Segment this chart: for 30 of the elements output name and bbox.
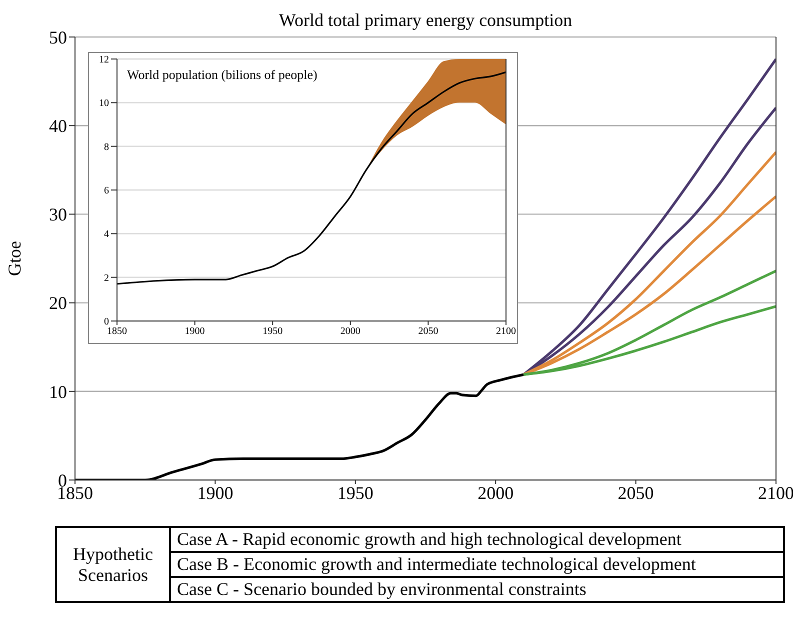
x-tick-label: 2100 [496,326,516,338]
x-tick-label: 1950 [337,482,374,503]
y-tick-label: 10 [49,382,67,402]
y-tick-label: 0 [104,316,109,328]
y-tick-label: 4 [104,229,109,240]
y-tick-label: 10 [99,98,109,110]
y-tick-label: 20 [49,293,67,314]
text: Hypothetic Scenarios [56,527,170,602]
x-tick-label: 1850 [107,326,127,338]
y-tick-label: 2 [104,272,109,284]
x-tick-label: 2000 [478,482,514,503]
x-tick-label: 2100 [758,482,793,503]
x-tick-label: 2050 [618,482,654,503]
y-tick-label: 50 [49,27,67,48]
y-tick-label: 8 [104,142,109,153]
x-tick-label: 1900 [184,326,205,338]
chart-title: World total primary energy consumption [278,10,574,31]
text: World population (bilions of people) [127,67,318,83]
y-tick-label: 12 [99,54,109,66]
y-tick-label: 40 [49,116,67,136]
text: Case C - Scenario bounded by environmental constraints [170,577,784,602]
y-tick-label: 30 [49,204,67,225]
x-tick-label: 1900 [197,482,234,503]
x-tick-label: 2000 [340,326,360,338]
x-tick-label: 1950 [262,326,283,338]
x-tick-label: 2050 [418,326,438,338]
y-axis-title: Gtoe [4,241,24,276]
text: Case A - Rapid economic growth and high technological development [170,527,784,552]
text: Case B - Economic growth and intermediate technological development [170,552,784,577]
y-tick-label: 6 [104,186,109,197]
